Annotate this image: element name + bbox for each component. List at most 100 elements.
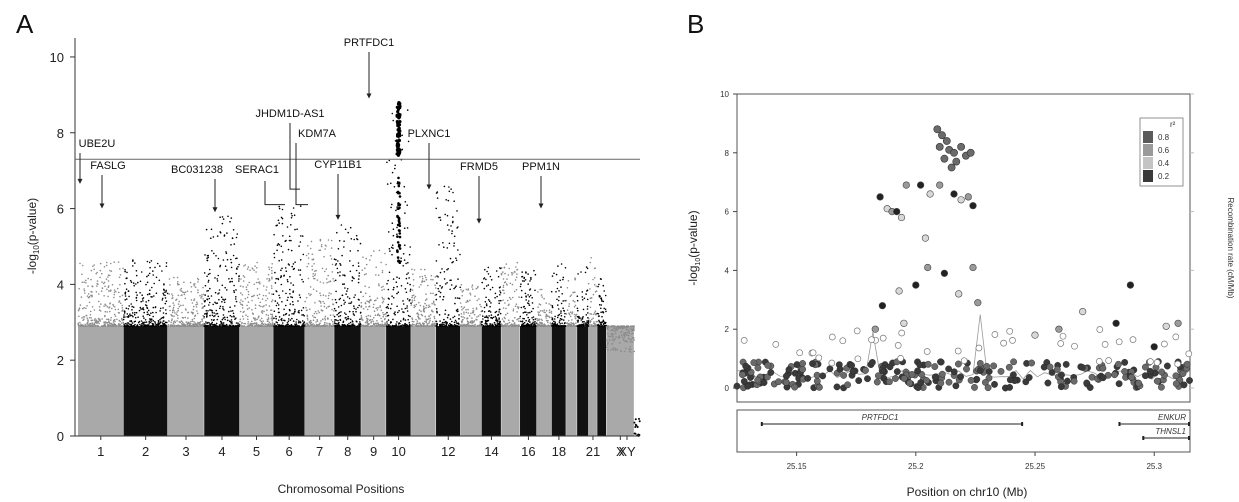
snp-point	[216, 302, 219, 304]
snp-point	[77, 323, 80, 326]
snp-point	[220, 296, 223, 299]
regional-snp-point	[879, 334, 887, 342]
snp-point	[203, 316, 205, 318]
snp-point	[525, 299, 527, 301]
snp-point	[260, 305, 262, 308]
snp-point	[86, 305, 88, 307]
snp-point	[417, 322, 419, 325]
snp-point	[264, 325, 267, 327]
snp-point	[386, 321, 388, 323]
regional-snp-point	[902, 181, 910, 189]
snp-point	[392, 228, 395, 230]
snp-point	[147, 313, 149, 316]
chromosome-label-2: 2	[142, 444, 149, 459]
snp-point	[543, 309, 545, 311]
snp-point	[435, 207, 438, 210]
snp-point	[374, 314, 377, 317]
snp-point	[112, 324, 114, 326]
snp-point	[311, 268, 314, 271]
snp-point	[447, 199, 450, 202]
snp-point	[140, 320, 143, 322]
snp-point	[303, 315, 306, 317]
snp-point	[613, 333, 615, 335]
snp-point	[452, 191, 454, 194]
snp-point	[396, 226, 398, 229]
snp-point	[525, 311, 527, 314]
regional-snp-point	[1040, 363, 1048, 371]
snp-point	[506, 299, 509, 302]
snp-point	[385, 325, 388, 327]
snp-point	[246, 296, 249, 299]
snp-point	[150, 320, 153, 322]
snp-point	[266, 309, 268, 312]
snp-point	[207, 325, 209, 327]
snp-point	[428, 322, 430, 325]
snp-point	[144, 319, 147, 321]
snp-point	[129, 323, 131, 326]
snp-point	[573, 325, 576, 327]
snp-point	[581, 291, 584, 293]
snp-point	[524, 279, 527, 281]
snp-point	[207, 281, 210, 283]
snp-point	[90, 290, 92, 293]
snp-point	[396, 206, 398, 208]
snp-point	[404, 325, 406, 327]
snp-point	[596, 312, 599, 315]
snp-point	[263, 305, 265, 307]
annotation-arrowhead	[212, 207, 218, 213]
snp-point	[516, 268, 518, 271]
snp-point	[604, 308, 607, 311]
snp-point	[129, 320, 131, 322]
snp-point	[289, 309, 291, 312]
snp-point	[280, 269, 282, 272]
snp-point	[255, 267, 258, 269]
snp-point	[271, 276, 273, 279]
snp-point	[381, 296, 384, 299]
snp-point	[130, 320, 133, 323]
snp-point	[421, 314, 424, 317]
snp-point	[226, 325, 229, 327]
snp-point	[272, 293, 275, 296]
snp-point	[622, 326, 624, 329]
snp-point	[386, 161, 388, 164]
snp-point	[593, 321, 595, 323]
regional-snp-point	[974, 299, 982, 307]
snp-point	[184, 297, 187, 300]
snp-point	[118, 276, 121, 279]
peak-snp-point	[397, 176, 400, 180]
snp-point	[161, 325, 164, 327]
snp-point	[227, 215, 229, 218]
snp-point	[192, 305, 195, 308]
peak-snp-point	[395, 120, 399, 124]
snp-point	[146, 311, 149, 313]
snp-point	[340, 304, 343, 307]
snp-point	[231, 277, 233, 280]
snp-point	[460, 313, 463, 315]
snp-point	[157, 322, 159, 325]
snp-point	[89, 310, 92, 313]
snp-point	[228, 325, 231, 327]
regional-snp-point	[936, 181, 944, 189]
snp-point	[449, 322, 451, 325]
regional-y2-ticks	[1190, 93, 1194, 389]
legend-label: 0.4	[1158, 159, 1170, 168]
snp-point	[148, 293, 151, 295]
snp-point	[173, 320, 176, 323]
snp-point	[207, 279, 210, 282]
snp-point	[209, 314, 211, 317]
snp-point	[484, 319, 487, 322]
snp-point	[536, 319, 539, 322]
snp-point	[241, 322, 243, 325]
snp-point	[320, 245, 323, 248]
regional-snp-point	[937, 358, 944, 366]
snp-point	[169, 309, 171, 312]
snp-point	[366, 300, 368, 303]
snp-point	[502, 271, 504, 273]
peak-snp-point	[396, 182, 400, 185]
snp-point	[566, 309, 569, 311]
snp-point	[297, 300, 299, 302]
peak-snp-point	[397, 229, 401, 232]
snp-point	[528, 304, 531, 307]
regional-snp-point	[997, 367, 1005, 375]
snp-point	[519, 317, 521, 320]
